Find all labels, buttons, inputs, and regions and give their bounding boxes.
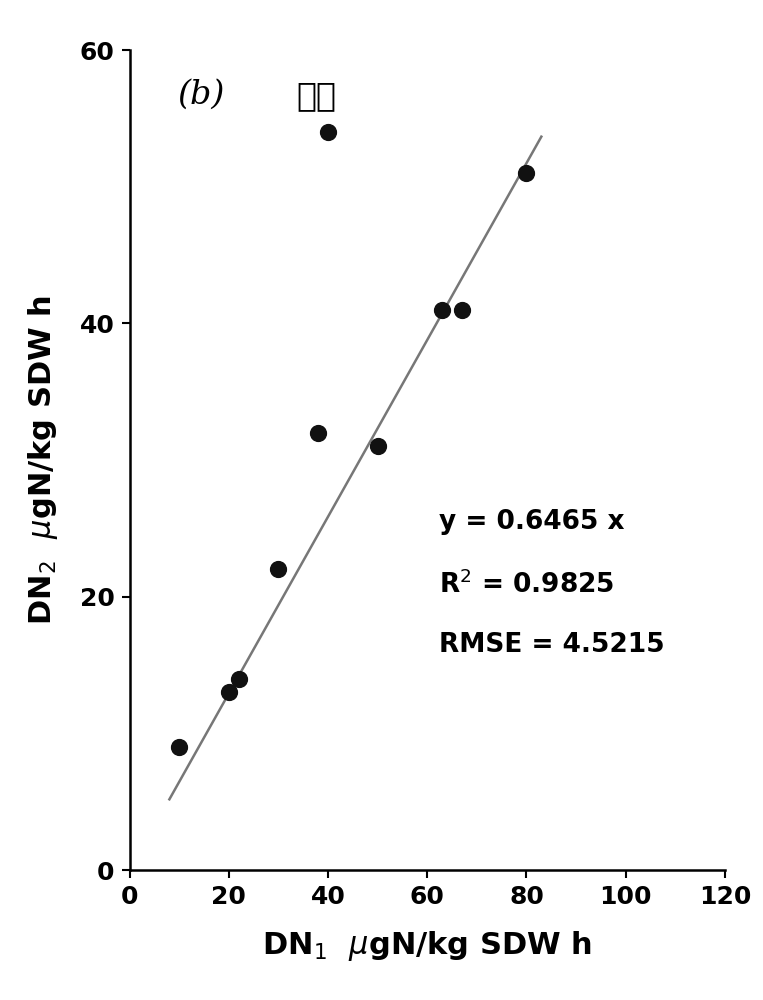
Point: [173, 739, 185, 755]
Point: [520, 165, 533, 181]
Text: 油松: 油松: [296, 79, 336, 112]
Point: [456, 302, 468, 318]
Point: [436, 302, 449, 318]
Point: [312, 425, 324, 441]
Text: R$^2$ = 0.9825: R$^2$ = 0.9825: [439, 571, 615, 599]
Point: [223, 684, 235, 700]
Point: [272, 561, 285, 577]
Point: [322, 124, 334, 140]
Point: [372, 438, 384, 454]
Text: RMSE = 4.5215: RMSE = 4.5215: [439, 632, 665, 658]
Point: [233, 671, 245, 687]
Text: (b): (b): [177, 79, 224, 111]
Y-axis label: DN$_2$  $\mu$gN/kg SDW h: DN$_2$ $\mu$gN/kg SDW h: [26, 295, 60, 625]
X-axis label: DN$_1$  $\mu$gN/kg SDW h: DN$_1$ $\mu$gN/kg SDW h: [262, 929, 592, 963]
Text: y = 0.6465 x: y = 0.6465 x: [439, 509, 625, 535]
